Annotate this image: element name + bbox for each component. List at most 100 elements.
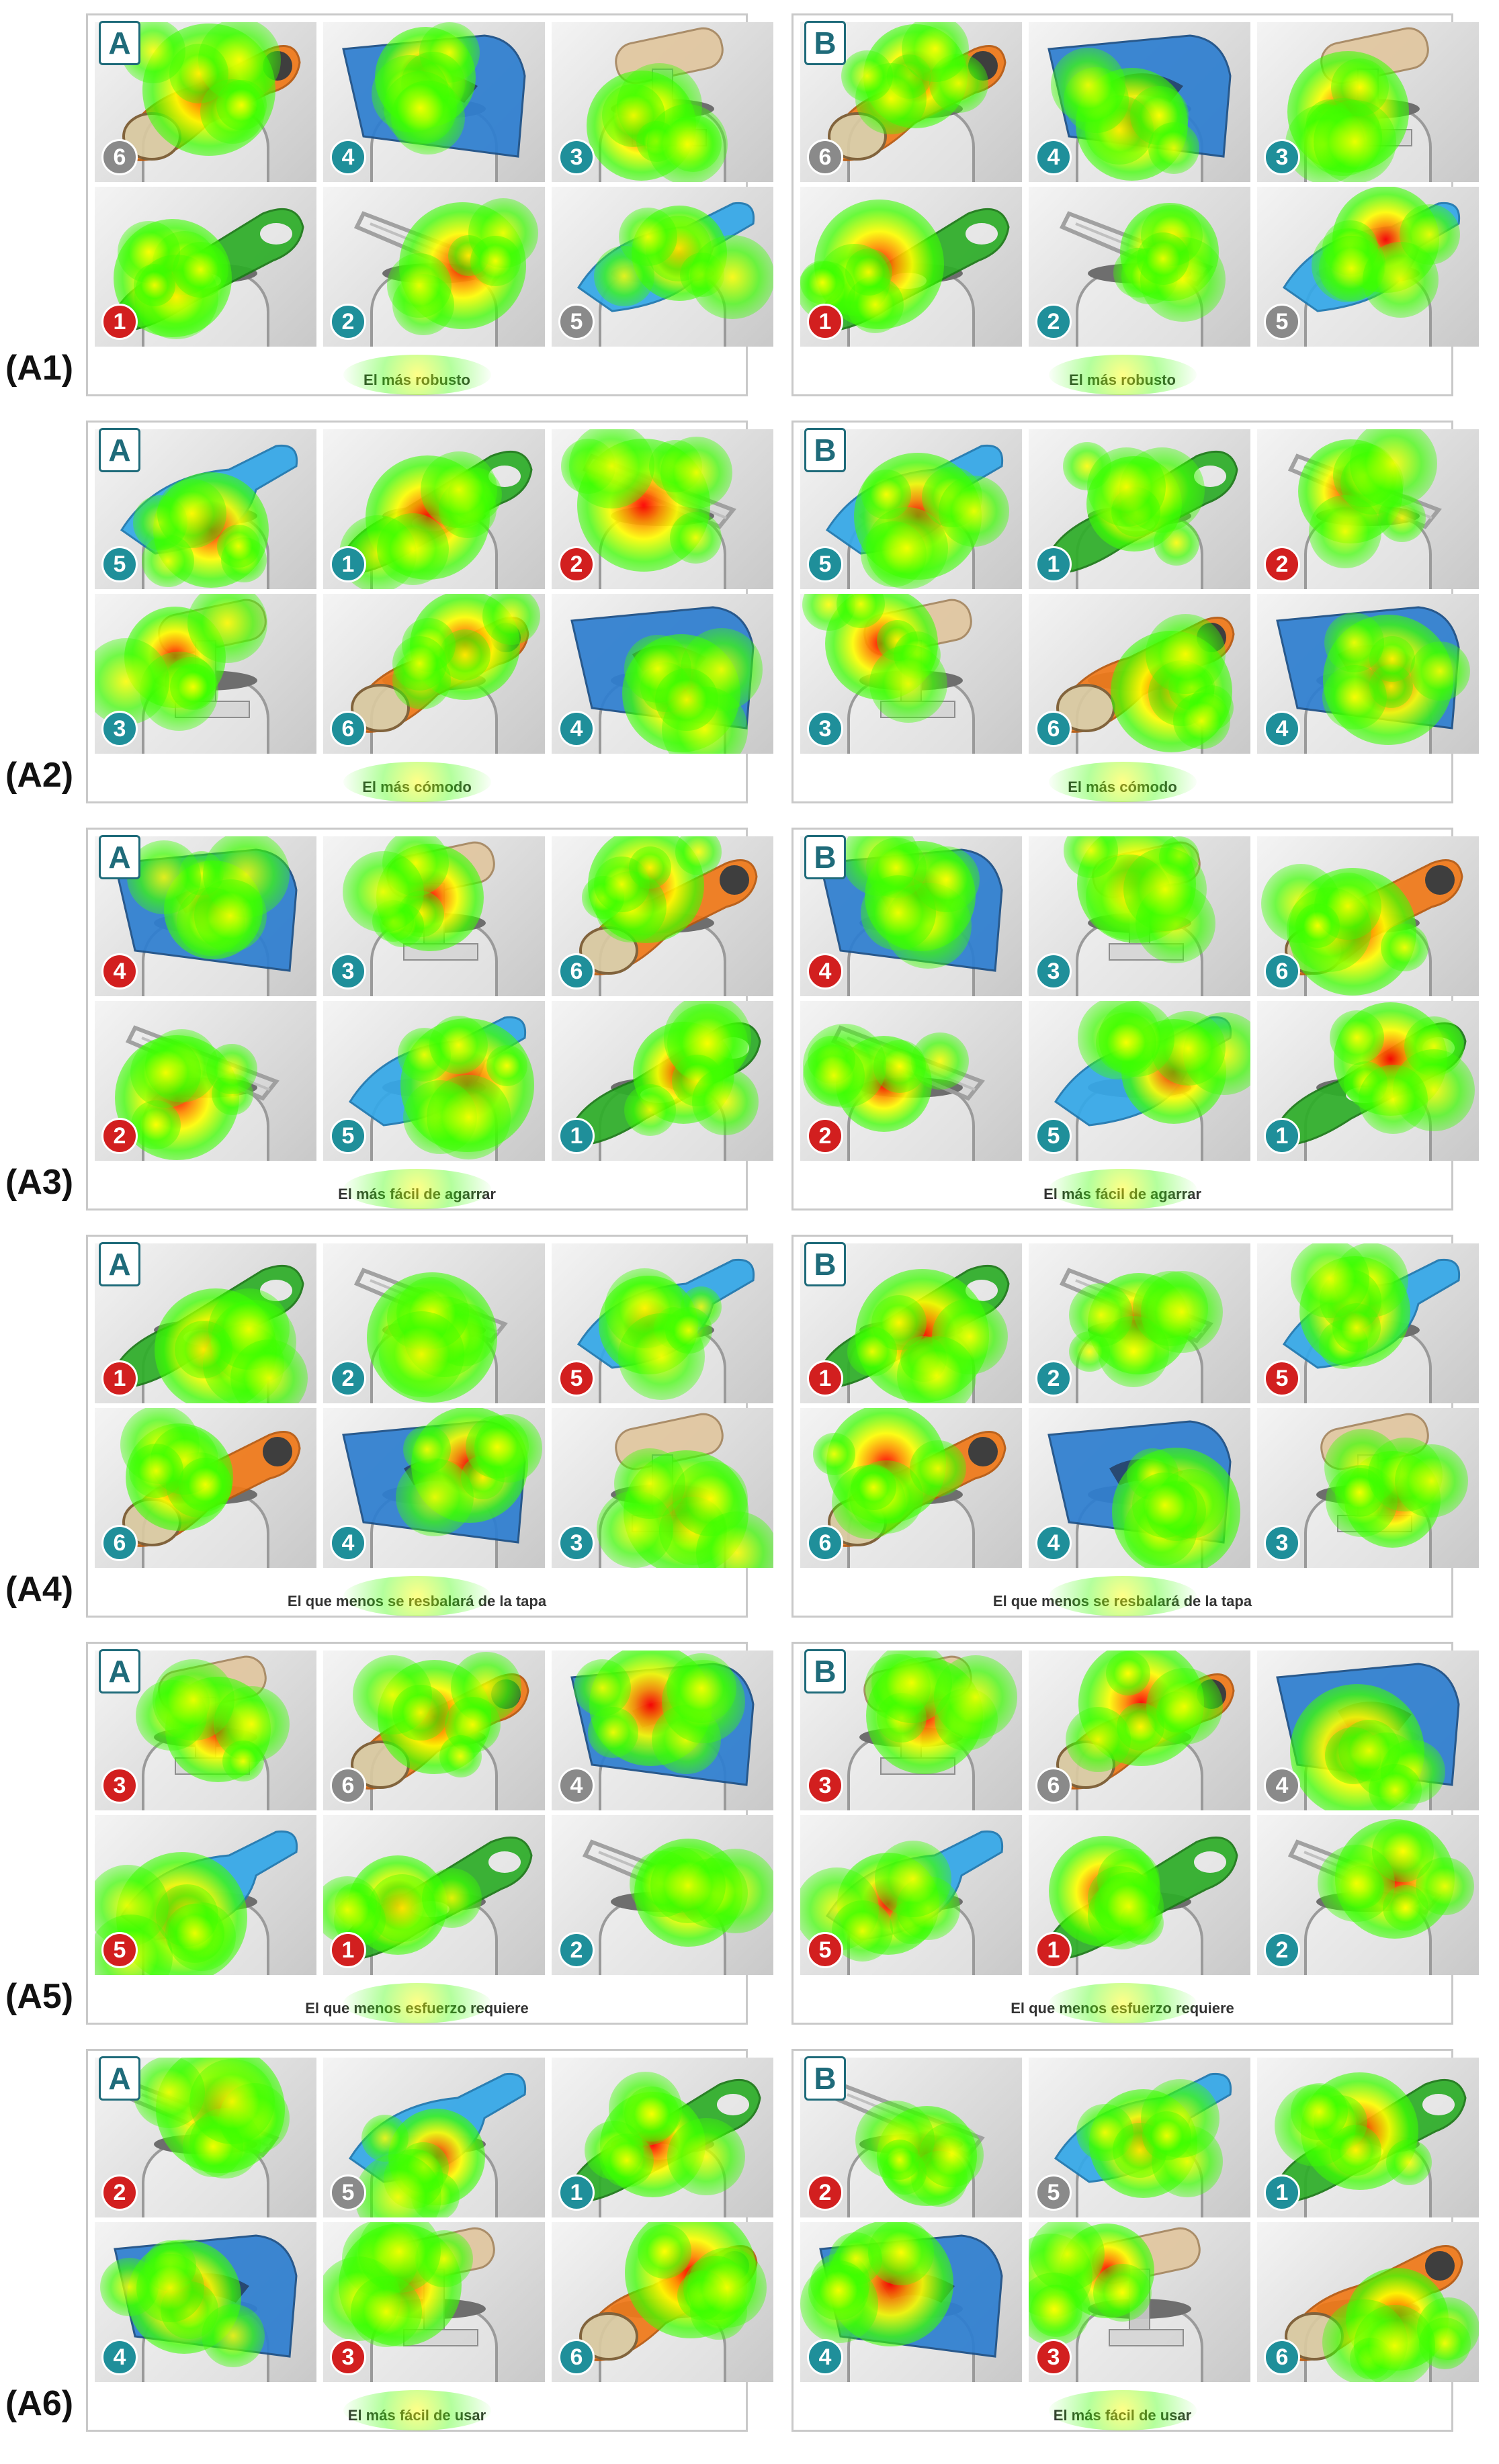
rank-badge: 2 [1264,1932,1300,1968]
rank-badge: 5 [1264,304,1300,340]
product-tile-blue-plate: 4 [552,1651,773,1810]
rank-badge: 5 [1035,1118,1072,1154]
rank-badge: 1 [807,304,843,340]
product-tile-green-opener: 1 [1257,2058,1479,2217]
rank-badge: 4 [558,711,595,747]
rank-badge: 6 [101,1525,138,1561]
panel-letter-label: B [804,1242,846,1286]
rank-badge: 2 [101,2174,138,2211]
product-tile-light-blue-scoop: 5 [1257,187,1479,347]
rank-badge: 2 [558,1932,595,1968]
rank-badge: 3 [807,1767,843,1804]
rank-badge: 4 [1035,1525,1072,1561]
product-tile-blue-plate: 4 [1257,1651,1479,1810]
product-tile-blue-plate: 4 [552,594,773,754]
rank-badge: 6 [807,1525,843,1561]
heatmap-panel-b: 1 2 5 6 4 3 B El que menos se resbalará de la t… [791,1235,1479,1618]
rank-badge: 4 [101,953,138,989]
rank-badge: 1 [1264,2174,1300,2211]
row-label: (A3) [5,1163,74,1202]
product-tile-wood-handle: 3 [1257,22,1479,182]
rank-badge: 1 [558,2174,595,2211]
row-label: (A2) [5,756,74,795]
product-tile-green-opener: 1 [1257,1001,1479,1161]
product-tile-wire-clip: 2 [552,1815,773,1975]
product-tile-wood-handle: 3 [1257,1408,1479,1568]
heatmap-panel-b: 3 6 4 5 1 2 B El que menos esfuerzo requiere [791,1642,1479,2025]
rank-badge: 4 [101,2339,138,2375]
product-tile-orange-opener: 6 [323,1651,545,1810]
product-tile-light-blue-scoop: 5 [552,1243,773,1403]
product-tile-blue-plate: 4 [323,22,545,182]
product-tile-wire-clip: 2 [323,1243,545,1403]
rank-badge: 6 [1264,953,1300,989]
product-tile-blue-plate: 4 [1029,22,1250,182]
question-caption: El que menos se resbalará de la tapa [992,1593,1252,1610]
panel-letter-label: A [99,1242,140,1286]
rank-badge: 3 [101,1767,138,1804]
question-caption: El más robusto [363,371,470,388]
rank-badge: 3 [330,953,366,989]
product-tile-wire-clip: 2 [323,187,545,347]
question-caption: El más robusto [1069,371,1176,388]
product-tile-wire-clip: 2 [95,1001,316,1161]
question-caption: El que menos se resbalará de la tapa [287,1593,547,1610]
row-label: (A4) [5,1570,74,1609]
product-tile-green-opener: 1 [552,1001,773,1161]
panel-letter-label: A [99,1649,140,1693]
product-tile-blue-plate: 4 [1029,1408,1250,1568]
rank-badge: 1 [558,1118,595,1154]
rank-badge: 3 [558,1525,595,1561]
rank-badge: 4 [807,2339,843,2375]
rank-badge: 2 [807,1118,843,1154]
heatmap-panel-a: 6 4 3 1 2 5 A El más robusto [86,13,773,396]
question-caption: El más fácil de usar [347,2407,486,2424]
product-tile-light-blue-scoop: 5 [323,2058,545,2217]
product-tile-green-opener: 1 [323,1815,545,1975]
product-tile-wire-clip: 2 [1257,1815,1479,1975]
rank-badge: 1 [330,1932,366,1968]
product-tile-orange-opener: 6 [323,594,545,754]
row-label: (A5) [5,1977,74,2016]
rank-badge: 6 [558,2339,595,2375]
question-caption: El más fácil de agarrar [1043,1186,1201,1202]
heatmap-panel-b: 5 1 2 3 6 4 B El más cómodo [791,421,1479,803]
product-tile-light-blue-scoop: 5 [1029,1001,1250,1161]
rank-badge: 3 [807,711,843,747]
product-tile-blue-plate: 4 [1257,594,1479,754]
rank-badge: 6 [1264,2339,1300,2375]
product-tile-green-opener: 1 [552,2058,773,2217]
rank-badge: 1 [1035,546,1072,582]
product-tile-green-opener: 1 [1029,1815,1250,1975]
rank-badge: 3 [558,139,595,175]
product-tile-green-opener: 1 [1029,429,1250,589]
product-tile-blue-plate: 4 [95,2222,316,2382]
product-tile-orange-opener: 6 [1257,836,1479,996]
question-caption: El más cómodo [1068,779,1177,795]
rank-badge: 2 [101,1118,138,1154]
product-tile-wood-handle: 3 [1029,836,1250,996]
rank-badge: 5 [807,546,843,582]
product-tile-green-opener: 1 [800,187,1022,347]
product-tile-light-blue-scoop: 5 [95,1815,316,1975]
product-tile-light-blue-scoop: 5 [1257,1243,1479,1403]
product-tile-green-opener: 1 [95,187,316,347]
product-tile-wood-handle: 3 [800,594,1022,754]
panel-letter-label: B [804,2056,846,2101]
product-tile-wire-clip: 2 [1029,1243,1250,1403]
rank-badge: 2 [1035,1360,1072,1397]
question-caption: El más fácil de agarrar [338,1186,496,1202]
rank-badge: 5 [807,1932,843,1968]
product-tile-orange-opener: 6 [95,1408,316,1568]
rank-badge: 6 [330,711,366,747]
rank-badge: 1 [101,1360,138,1397]
heatmap-panel-b: 6 4 3 1 2 5 B El más robusto [791,13,1479,396]
rank-badge: 2 [1264,546,1300,582]
panel-letter-label: B [804,21,846,65]
product-tile-light-blue-scoop: 5 [1029,2058,1250,2217]
product-tile-orange-opener: 6 [1257,2222,1479,2382]
product-tile-wire-clip: 2 [800,1001,1022,1161]
product-tile-orange-opener: 6 [1029,1651,1250,1810]
heatmap-panel-a: 5 1 2 3 6 4 A El más cómodo [86,421,773,803]
rank-badge: 3 [1035,2339,1072,2375]
